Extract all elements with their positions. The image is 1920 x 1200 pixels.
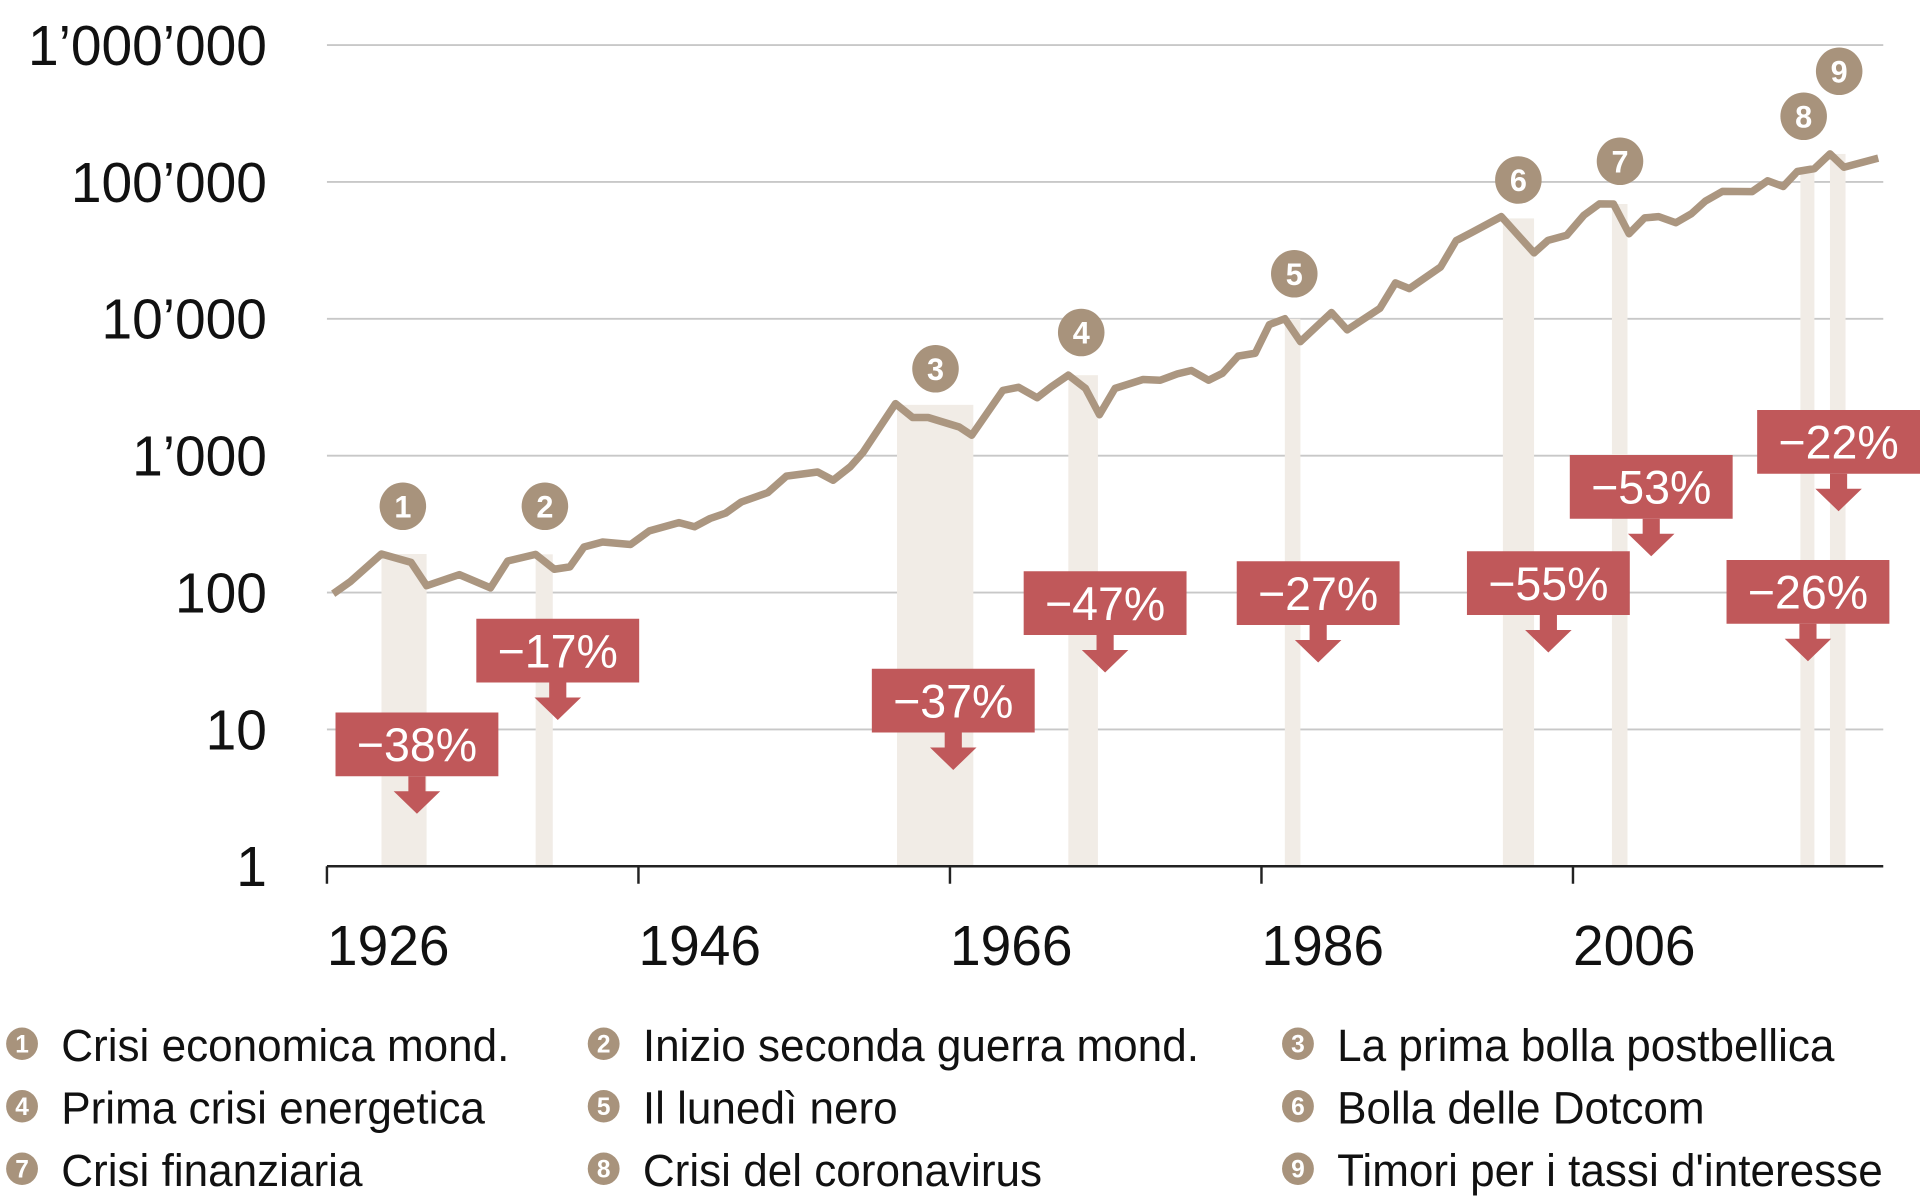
x-tick-label: 2006 xyxy=(1573,914,1696,977)
down-arrow-icon xyxy=(930,732,977,770)
event-marker-circle xyxy=(1271,250,1318,298)
legend-label: Prima crisi energetica xyxy=(61,1084,485,1134)
down-arrow-icon xyxy=(1815,473,1862,512)
legend-marker-number: 3 xyxy=(1291,1031,1305,1058)
event-marker-number: 5 xyxy=(1286,257,1303,292)
event-marker-circle xyxy=(1815,47,1863,95)
legend-marker-number: 4 xyxy=(15,1094,29,1121)
event-marker-circle xyxy=(912,345,959,393)
x-tick-label: 1966 xyxy=(950,914,1073,977)
x-tick-label: 1946 xyxy=(638,914,761,977)
y-tick-label: 10 xyxy=(206,699,267,762)
down-arrow-icon xyxy=(1627,518,1675,557)
event-marker-circle xyxy=(1495,156,1542,204)
event-marker-number: 6 xyxy=(1510,163,1527,198)
drawdown-value: −37% xyxy=(893,674,1013,728)
event-marker-number: 9 xyxy=(1831,54,1848,89)
legend-label: Crisi del coronavirus xyxy=(643,1147,1042,1197)
crisis-band xyxy=(1611,204,1628,867)
drawdown-value: −38% xyxy=(357,718,477,772)
y-tick-label: 100’000 xyxy=(71,151,267,214)
drawdown-box xyxy=(1726,560,1890,624)
legend-marker-number: 9 xyxy=(1291,1156,1305,1183)
legend-label: Il lunedì nero xyxy=(643,1084,898,1134)
legend-marker-number: 6 xyxy=(1291,1094,1305,1121)
drawdown-labels: −38% −17% −37% −47% −27% −55% −53% −26% −22% xyxy=(335,410,1920,814)
down-arrow-icon xyxy=(1081,635,1129,673)
legend-marker-circle xyxy=(587,1152,620,1185)
crisis-band xyxy=(381,554,427,867)
drawdown-box xyxy=(871,668,1035,733)
crisis-band xyxy=(897,404,974,867)
legend-marker-circle xyxy=(6,1090,38,1123)
legend-label: Crisi economica mond. xyxy=(61,1022,509,1072)
legend: 1 Crisi economica mond. 2 Inizio seconda gu… xyxy=(6,1022,1883,1197)
event-markers: 1 2 3 4 5 6 7 89 xyxy=(379,47,1863,530)
event-marker-number: 1 xyxy=(394,489,411,524)
down-arrow-icon xyxy=(393,776,441,814)
legend-marker-number: 8 xyxy=(597,1156,611,1183)
legend-marker-circle xyxy=(6,1152,38,1185)
y-tick-label: 1 xyxy=(236,836,267,899)
legend-marker-circle xyxy=(6,1027,38,1060)
event-marker-number: 2 xyxy=(536,489,553,524)
down-arrow-icon xyxy=(1525,615,1572,653)
x-tick-label: 1986 xyxy=(1261,914,1384,977)
event-marker-number: 8 xyxy=(1795,99,1812,134)
legend-marker-number: 5 xyxy=(597,1094,611,1121)
legend-label: Bolla delle Dotcom xyxy=(1337,1084,1704,1134)
down-arrow-icon xyxy=(1294,625,1342,663)
event-marker-number: 4 xyxy=(1073,315,1091,350)
drawdown-value: −26% xyxy=(1748,565,1868,619)
crisis-band xyxy=(1800,168,1815,867)
drawdown-value: −53% xyxy=(1591,460,1711,514)
legend-marker-number: 1 xyxy=(15,1031,29,1058)
legend-label: Crisi finanziaria xyxy=(61,1147,362,1197)
event-marker-circle xyxy=(1596,137,1644,185)
drawdown-value: −27% xyxy=(1258,567,1378,621)
legend-label: La prima bolla postbellica xyxy=(1337,1022,1835,1072)
index-line-path xyxy=(331,150,1880,597)
drawdown-box xyxy=(335,712,499,777)
drawdown-value: −55% xyxy=(1488,557,1608,611)
event-marker-number: 7 xyxy=(1611,144,1628,179)
y-tick-label: 1’000 xyxy=(132,425,267,488)
down-arrow-icon xyxy=(534,682,582,720)
drawdown-value: −17% xyxy=(498,624,618,678)
legend-marker-circle xyxy=(587,1027,620,1060)
drawdown-value: −22% xyxy=(1778,415,1898,469)
event-marker-circle xyxy=(1780,92,1827,140)
y-tick-label: 1’000’000 xyxy=(28,14,267,77)
legend-label: Timori per i tassi d'interesse xyxy=(1337,1147,1883,1197)
legend-marker-number: 7 xyxy=(15,1156,29,1183)
y-tick-label: 100 xyxy=(175,562,267,625)
crisis-band xyxy=(1502,218,1535,867)
event-marker-circle xyxy=(521,482,569,530)
y-tick-label: 10’000 xyxy=(102,288,267,351)
drawdown-value: −47% xyxy=(1045,577,1165,631)
drawdown-box xyxy=(1757,410,1920,474)
legend-label: Inizio seconda guerra mond. xyxy=(643,1022,1199,1072)
down-arrow-icon xyxy=(1784,623,1832,662)
drawdown-box xyxy=(1236,561,1400,625)
event-marker-circle xyxy=(379,482,427,530)
drawdown-box xyxy=(1023,571,1187,635)
legend-marker-number: 2 xyxy=(597,1031,611,1058)
drawdown-box xyxy=(1466,551,1630,615)
event-marker-number: 3 xyxy=(927,352,944,387)
crisis-bands xyxy=(381,153,1846,867)
drawdown-box xyxy=(1569,455,1733,519)
legend-marker-circle xyxy=(1282,1152,1314,1185)
legend-marker-circle xyxy=(587,1090,620,1123)
index-line xyxy=(331,150,1880,597)
x-tick-label: 1926 xyxy=(327,914,450,977)
legend-marker-circle xyxy=(1282,1090,1314,1123)
legend-marker-circle xyxy=(1282,1027,1314,1060)
event-marker-circle xyxy=(1057,308,1105,357)
drawdown-box xyxy=(476,618,640,683)
